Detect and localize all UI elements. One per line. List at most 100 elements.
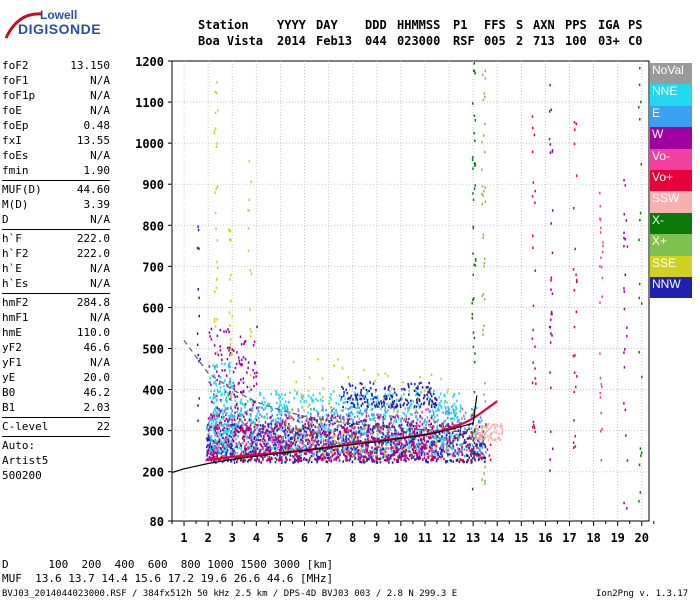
echo-point xyxy=(229,378,232,381)
echo-point xyxy=(406,443,408,446)
echo-point xyxy=(335,457,337,461)
echo-point xyxy=(430,441,432,445)
echo-point xyxy=(231,421,234,425)
echo-point xyxy=(301,433,303,436)
echo-point xyxy=(385,426,388,429)
echo-point xyxy=(386,457,389,460)
echo-point xyxy=(379,425,382,429)
param-value: N/A xyxy=(90,149,110,162)
echo-point xyxy=(266,448,269,452)
echo-point xyxy=(328,399,331,403)
echo-point xyxy=(447,407,450,411)
echo-point xyxy=(374,379,377,383)
echo-point xyxy=(432,436,435,439)
echo-point xyxy=(394,414,397,418)
echo-point xyxy=(481,446,484,449)
echo-point xyxy=(331,415,333,418)
echo-point xyxy=(599,265,601,268)
echo-point xyxy=(327,452,329,455)
echo-point xyxy=(212,401,214,405)
echo-point xyxy=(501,428,504,431)
echo-point xyxy=(395,458,398,462)
echo-point xyxy=(395,398,398,402)
echo-point xyxy=(331,453,334,457)
echo-point xyxy=(349,399,351,402)
echo-point xyxy=(341,426,344,429)
echo-point xyxy=(219,349,222,352)
y-tick-label: 900 xyxy=(142,178,164,192)
echo-point xyxy=(443,438,446,442)
echo-point xyxy=(367,430,369,433)
echo-point xyxy=(313,418,316,421)
echo-point xyxy=(388,457,391,460)
header-value-1: 2014 xyxy=(277,34,306,48)
echo-point xyxy=(376,448,378,451)
echo-point xyxy=(459,428,462,431)
echo-point xyxy=(476,430,478,434)
echo-point xyxy=(221,369,224,372)
echo-point xyxy=(419,437,422,441)
echo-point xyxy=(624,273,627,276)
echo-point xyxy=(353,415,356,419)
echo-point xyxy=(356,448,358,451)
echo-point xyxy=(285,448,288,451)
echo-point xyxy=(277,417,280,420)
echo-point xyxy=(214,90,216,94)
echo-point xyxy=(481,434,483,438)
echo-point xyxy=(246,409,249,413)
echo-point xyxy=(342,434,345,437)
echo-point xyxy=(257,438,260,442)
echo-point xyxy=(445,433,448,436)
echo-point xyxy=(281,426,284,429)
echo-point xyxy=(439,392,442,395)
echo-point xyxy=(238,418,241,421)
echo-point xyxy=(423,445,426,449)
echo-point xyxy=(311,430,313,434)
echo-point xyxy=(388,435,390,439)
echo-point xyxy=(266,434,269,438)
echo-point xyxy=(228,419,230,422)
echo-point xyxy=(402,381,404,384)
echo-point xyxy=(532,361,534,364)
echo-point xyxy=(349,453,351,457)
echo-point xyxy=(396,433,399,436)
echo-point xyxy=(236,460,238,464)
x-tick-label: 11 xyxy=(418,531,432,545)
echo-point xyxy=(322,440,325,443)
echo-point xyxy=(289,458,291,461)
echo-point xyxy=(574,385,577,389)
echo-point xyxy=(323,426,325,429)
echo-point xyxy=(437,440,439,443)
echo-point xyxy=(397,417,400,420)
echo-point xyxy=(396,447,398,451)
echo-point xyxy=(374,447,376,450)
echo-point xyxy=(367,426,370,429)
echo-point xyxy=(224,454,226,457)
echo-point xyxy=(322,437,325,441)
echo-point xyxy=(462,432,465,435)
echo-point xyxy=(314,446,316,449)
echo-point xyxy=(495,423,497,426)
echo-point xyxy=(351,384,354,387)
echo-point xyxy=(282,449,285,452)
echo-point xyxy=(624,184,627,187)
echo-point xyxy=(284,449,287,453)
echo-point xyxy=(256,415,258,418)
echo-point xyxy=(641,375,643,379)
echo-point xyxy=(225,396,228,399)
echo-point xyxy=(382,421,385,425)
echo-point xyxy=(445,423,448,426)
echo-point xyxy=(399,433,401,436)
echo-point xyxy=(226,420,229,423)
echo-point xyxy=(422,396,425,400)
digisonde-logo: Lowell DIGISONDE xyxy=(4,8,116,42)
echo-point xyxy=(259,424,262,427)
echo-point xyxy=(375,446,378,450)
echo-point xyxy=(444,401,446,404)
echo-point xyxy=(215,187,217,191)
x-tick-label: 1 xyxy=(180,531,187,545)
echo-point xyxy=(320,409,323,412)
echo-point xyxy=(471,431,474,434)
echo-point xyxy=(451,439,454,443)
echo-point xyxy=(365,432,368,436)
